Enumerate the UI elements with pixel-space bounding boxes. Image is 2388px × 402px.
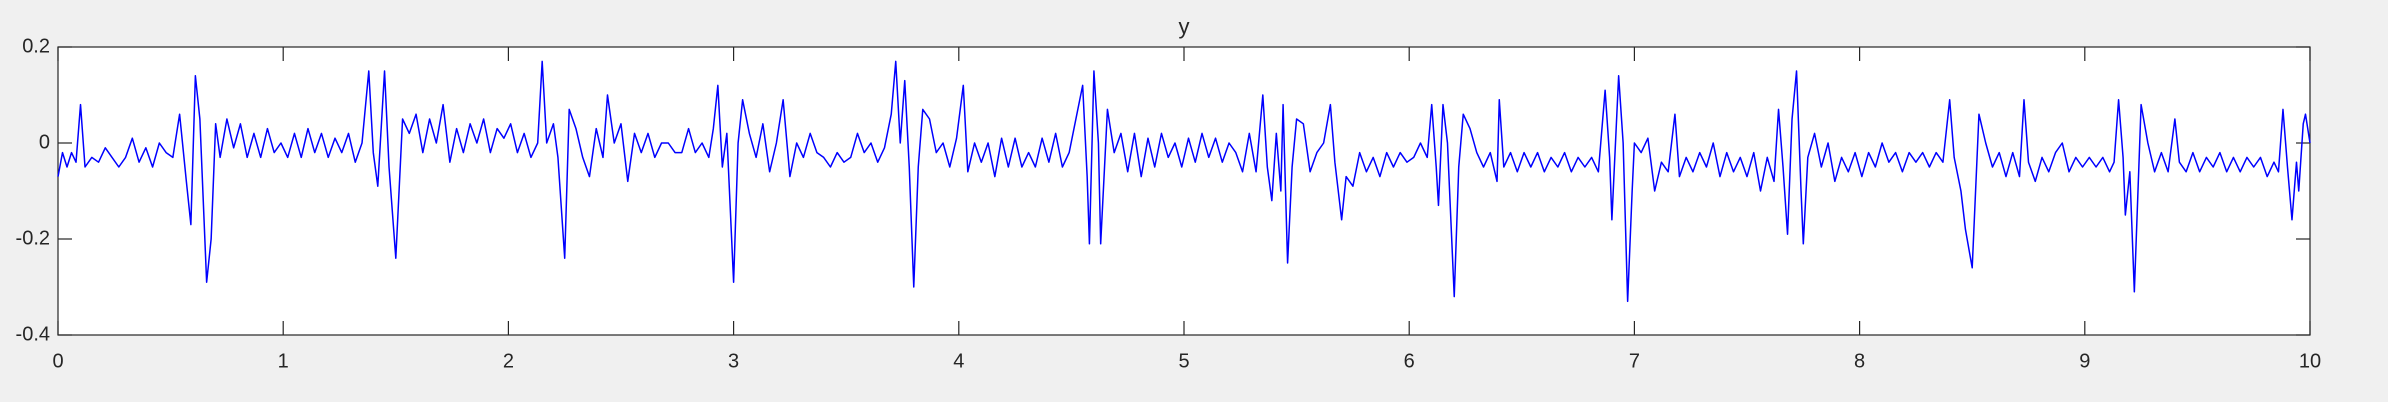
x-tick-label: 8 [1854,350,1865,372]
x-tick-label: 7 [1629,350,1640,372]
x-tick-label: 0 [52,350,63,372]
x-tick-label: 3 [728,350,739,372]
x-tick-label: 10 [2299,350,2321,372]
plot-area [57,46,2311,336]
y-tick-label: -0.2 [16,227,50,249]
x-tick-label: 1 [278,350,289,372]
y-tick-label: -0.4 [16,323,50,345]
x-tick-label: 4 [953,350,964,372]
x-tick-label: 5 [1178,350,1189,372]
data-line [57,60,2311,303]
x-tick-label: 6 [1404,350,1415,372]
y-tick-label: 0.2 [22,35,50,57]
x-tick-label: 2 [503,350,514,372]
x-tick-label: 9 [2079,350,2090,372]
chart-title: y [1179,14,1190,39]
y-tick-label: 0 [39,131,50,153]
